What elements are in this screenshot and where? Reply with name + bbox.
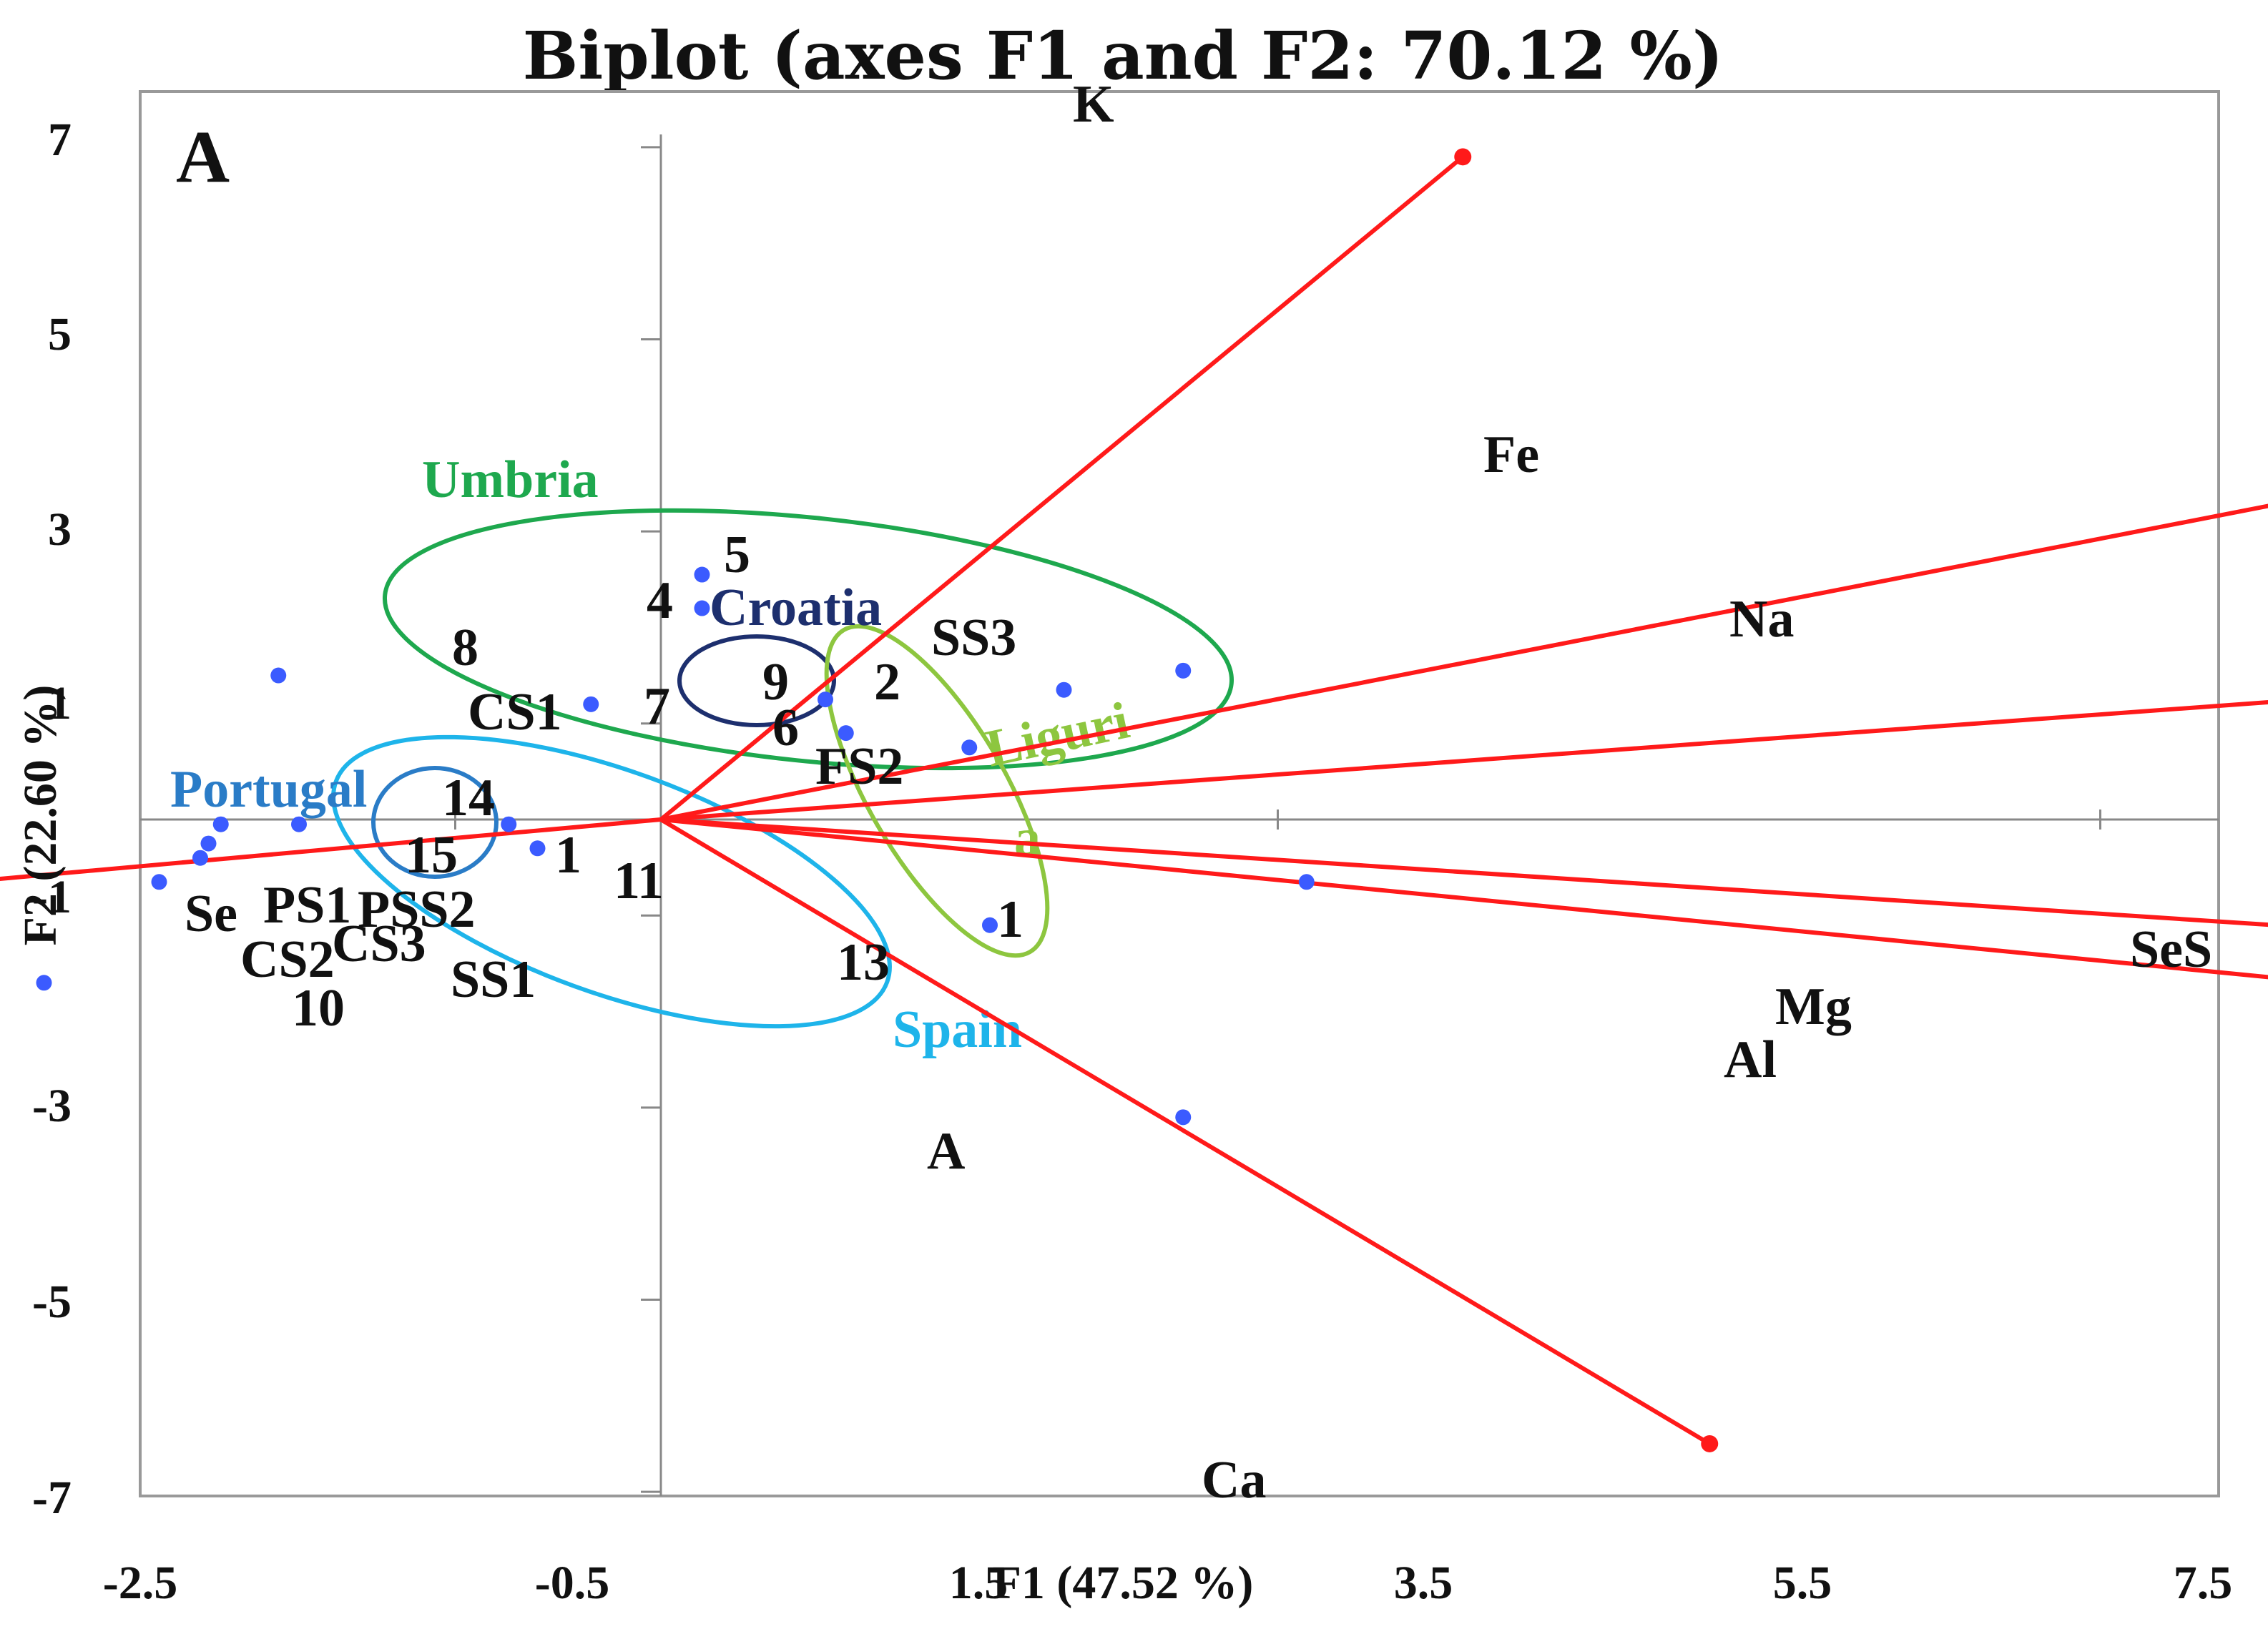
group-label-liguri-suffix: a — [1014, 809, 1041, 867]
obs-label-ses: SeS — [2130, 920, 2212, 979]
observation-point — [1298, 874, 1315, 890]
observation-point — [838, 725, 854, 742]
obs-label-ps1: PS1 — [263, 876, 351, 935]
ellipse-portugal — [371, 766, 499, 879]
obs-label-9: 9 — [762, 653, 789, 712]
obs-label-cs2: CS2 — [240, 930, 335, 989]
group-ellipses — [331, 508, 1234, 1029]
var-label-k: K — [1073, 75, 1114, 134]
var-label-fe: Fe — [1483, 425, 1539, 484]
observation-point — [291, 816, 307, 832]
obs-label-ss3: SS3 — [931, 609, 1016, 667]
observation-point — [694, 566, 710, 583]
y-tick-label: 3 — [48, 503, 72, 556]
y-tick-labels: -7 -5 -3 -1 1 3 5 7 — [32, 114, 72, 1524]
ellipse-croatia — [677, 634, 836, 727]
y-tick-label: -7 — [32, 1472, 72, 1524]
variable-vectors — [0, 148, 2268, 1452]
observation-point — [982, 917, 998, 933]
ellipse-liguri — [824, 624, 1050, 958]
observation-point — [270, 667, 287, 684]
obs-label-ss1: SS1 — [451, 950, 536, 1009]
obs-label-cs3: CS3 — [332, 915, 426, 973]
obs-label-a: A — [927, 1122, 965, 1181]
var-label-ca: Ca — [1202, 1451, 1266, 1510]
observation-point — [818, 692, 833, 708]
observation-point — [529, 840, 546, 857]
observation-point — [192, 850, 208, 866]
x-tick-label: 5.5 — [1773, 1557, 1832, 1609]
obs-label-11: 11 — [614, 852, 664, 910]
observation-point — [583, 696, 599, 712]
obs-label-8: 8 — [452, 619, 478, 677]
var-label-se: Se — [185, 885, 237, 943]
x-axis-label: F1 (47.52 %) — [993, 1557, 1254, 1609]
vector-na — [660, 699, 2268, 822]
y-tick-label: -5 — [32, 1276, 72, 1328]
observation-point — [694, 600, 710, 616]
observation-point — [501, 816, 517, 832]
ellipse-spain — [331, 734, 892, 1029]
observation-point — [1175, 662, 1192, 679]
panel-letter: A — [176, 116, 230, 198]
obs-label-1b: 1 — [997, 890, 1023, 949]
y-tick-label: 5 — [48, 308, 72, 360]
vector-mg — [660, 817, 2268, 927]
vector-tip-ca — [1701, 1434, 1719, 1452]
observation-point — [961, 739, 978, 756]
obs-label-6: 6 — [772, 699, 799, 757]
obs-label-fs2: FS2 — [815, 737, 903, 796]
var-label-na: Na — [1729, 590, 1794, 649]
vector-fe — [660, 503, 2268, 822]
group-label-liguri: Liguri — [981, 692, 1134, 779]
vector-se — [0, 817, 662, 882]
var-label-al: Al — [1724, 1030, 1777, 1089]
obs-label-5: 5 — [724, 526, 750, 584]
variable-labels: K Fe Na Mg Al Ca Se — [185, 75, 1852, 1510]
axes-layer — [140, 134, 2219, 1496]
group-label-portugal: Portugal — [170, 760, 367, 819]
observation-points — [36, 566, 1315, 1126]
observation-point — [212, 816, 229, 832]
x-tick-label: -0.5 — [535, 1557, 609, 1609]
observation-point — [1056, 681, 1072, 698]
y-tick-label: 1 — [48, 677, 72, 729]
chart-title: Biplot (axes F1 and F2: 70.12 %) — [523, 17, 1724, 94]
observation-point — [36, 975, 52, 991]
vector-k — [659, 155, 1465, 822]
obs-label-15: 15 — [405, 826, 458, 885]
x-tick-label: 1.5 — [949, 1557, 1008, 1609]
group-label-croatia: Croatia — [710, 579, 882, 637]
x-tick-labels: -2.5 -0.5 1.5 3.5 5.5 7.5 — [103, 1557, 2232, 1609]
obs-label-1a: 1 — [555, 826, 581, 885]
var-label-mg: Mg — [1775, 978, 1852, 1036]
y-tick-label: 7 — [48, 114, 72, 166]
observation-labels: 5 4 SS3 8 9 2 7 CS1 6 FS2 14 15 1 11 PSS… — [240, 526, 2212, 1181]
y-axis-label: F2 (22.60 %) — [14, 685, 67, 946]
obs-label-2: 2 — [874, 653, 900, 712]
obs-label-10: 10 — [292, 979, 345, 1038]
obs-label-14: 14 — [442, 769, 495, 827]
ellipse-umbria — [382, 508, 1234, 771]
observation-point — [200, 835, 217, 852]
obs-label-cs1: CS1 — [468, 683, 562, 742]
vector-ca — [659, 817, 1711, 1446]
y-tick-label: -1 — [32, 871, 72, 923]
group-label-spain: Spain — [893, 1000, 1022, 1059]
vector-al — [660, 817, 2268, 980]
group-label-umbria: Umbria — [422, 451, 599, 509]
obs-label-pss2: PSS2 — [358, 880, 476, 939]
x-tick-label: 3.5 — [1394, 1557, 1453, 1609]
x-tick-label: -2.5 — [103, 1557, 177, 1609]
obs-label-7: 7 — [644, 677, 670, 736]
y-tick-label: -3 — [32, 1080, 72, 1132]
obs-label-4: 4 — [647, 571, 673, 630]
vector-tip-k — [1454, 148, 1472, 166]
observation-point — [151, 874, 167, 890]
obs-label-13: 13 — [837, 933, 890, 992]
plot-frame — [139, 90, 2220, 1497]
observation-point — [1175, 1109, 1192, 1126]
x-tick-label: 7.5 — [2174, 1557, 2233, 1609]
